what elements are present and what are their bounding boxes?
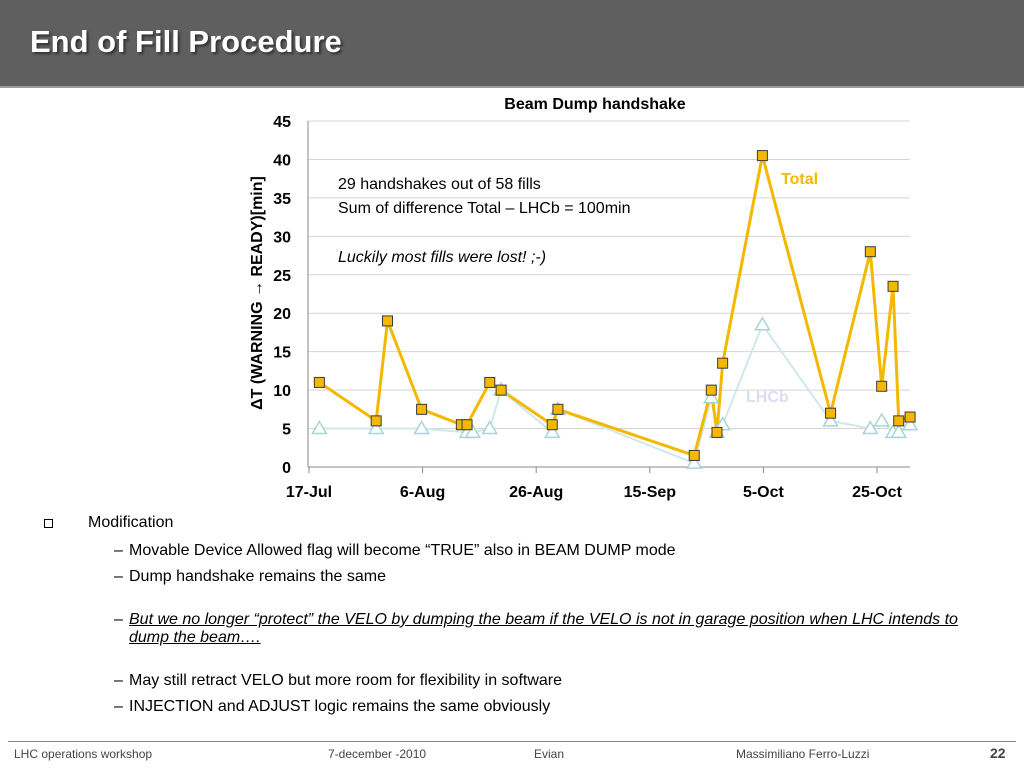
- footer-author: Massimiliano Ferro-Luzzi: [736, 747, 870, 761]
- annotation-sum-difference: Sum of difference Total – LHCb = 100min: [338, 200, 630, 217]
- series-label-lhcb: LHCb: [746, 389, 789, 406]
- sub-bullet-flag-text: Movable Device Allowed flag will become …: [129, 542, 676, 559]
- dash-icon: –: [114, 568, 123, 585]
- checkbox-bullet-icon: [44, 519, 53, 528]
- data-point-total: [313, 376, 325, 388]
- dash-icon: –: [114, 611, 123, 628]
- y-tick-label: 20: [273, 306, 291, 323]
- data-point-lhcb: [873, 412, 890, 427]
- data-point-lhcb: [481, 420, 499, 435]
- y-tick-label: 15: [273, 345, 291, 362]
- data-point-total: [876, 380, 888, 392]
- title-bar: End of Fill Procedure: [0, 0, 1024, 86]
- bullet-modification-text: Modification: [88, 514, 174, 531]
- y-tick-label: 5: [282, 422, 291, 439]
- title-divider: [0, 86, 1024, 88]
- y-tick-label: 25: [273, 268, 291, 285]
- page-number: 22: [990, 745, 1006, 761]
- footer-workshop: LHC operations workshop: [14, 747, 153, 761]
- data-point-total: [887, 280, 899, 292]
- x-tick-label: 17-Jul: [286, 484, 332, 501]
- data-point-lhcb: [311, 420, 328, 435]
- slide-title: End of Fill Procedure: [30, 24, 342, 59]
- data-point-total: [484, 376, 496, 388]
- data-point-total: [546, 419, 558, 431]
- data-point-total: [495, 384, 507, 396]
- beam-dump-chart: Beam Dump handshake ΔT (WARNING → READY)…: [249, 96, 919, 501]
- y-tick-label: 45: [273, 114, 291, 131]
- data-point-total: [416, 403, 428, 415]
- data-point-lhcb: [413, 420, 430, 435]
- data-point-total: [904, 411, 916, 423]
- sub-bullet-handshake-text: Dump handshake remains the same: [129, 568, 387, 585]
- x-tick-label: 25-Oct: [852, 484, 902, 501]
- data-point-total: [370, 415, 382, 427]
- data-point-total: [756, 150, 768, 162]
- y-tick-label: 30: [273, 229, 291, 246]
- x-tick-label: 15-Sep: [624, 484, 677, 501]
- x-tick-label: 26-Aug: [509, 484, 563, 501]
- data-point-total: [711, 426, 723, 438]
- y-tick-label: 35: [273, 191, 291, 208]
- y-tick-label: 0: [282, 460, 291, 477]
- sub-bullet-injection-text: INJECTION and ADJUST logic remains the s…: [129, 698, 551, 715]
- dash-icon: –: [114, 698, 123, 715]
- data-point-lhcb: [702, 389, 720, 404]
- data-point-lhcb: [862, 420, 879, 435]
- data-point-total: [552, 403, 564, 415]
- data-point-total: [705, 384, 717, 396]
- data-point-lhcb: [714, 416, 731, 431]
- footer-divider: [8, 741, 1016, 742]
- sub-bullet-velo-protect-text: But we no longer “protect” the VELO by d…: [129, 611, 958, 646]
- data-point-lhcb: [822, 412, 839, 427]
- data-point-total: [864, 246, 876, 258]
- sub-bullet-retract-text: May still retract VELO but more room for…: [129, 672, 563, 689]
- y-tick-label: 10: [273, 383, 291, 400]
- series-line-lhcb: [319, 323, 911, 465]
- data-point-lhcb: [685, 454, 703, 469]
- footer-date: 7-december -2010: [328, 747, 427, 761]
- data-point-lhcb: [543, 423, 561, 439]
- data-point-lhcb: [367, 420, 385, 435]
- data-point-total: [893, 415, 905, 427]
- y-axis-label: ΔT (WARNING → READY)[min]: [249, 176, 266, 410]
- data-point-lhcb: [754, 316, 771, 331]
- x-tick-label: 6-Aug: [400, 484, 445, 501]
- dash-icon: –: [114, 542, 123, 559]
- chart-title: Beam Dump handshake: [504, 96, 685, 113]
- data-point-total: [825, 407, 837, 419]
- data-point-lhcb: [464, 423, 482, 439]
- footer-place: Evian: [534, 747, 565, 761]
- series-label-total: Total: [781, 171, 818, 188]
- y-tick-label: 40: [273, 152, 291, 169]
- dash-icon: –: [114, 672, 123, 689]
- data-point-total: [382, 315, 394, 327]
- annotation-handshakes: 29 handshakes out of 58 fills: [338, 176, 541, 193]
- data-point-total: [688, 449, 700, 461]
- data-point-lhcb: [901, 416, 919, 431]
- data-point-lhcb: [890, 423, 908, 439]
- annotation-luckily: Luckily most fills were lost! ;-): [338, 249, 546, 266]
- data-point-total: [461, 419, 473, 431]
- x-tick-label: 5-Oct: [743, 484, 785, 501]
- data-point-total: [717, 357, 729, 369]
